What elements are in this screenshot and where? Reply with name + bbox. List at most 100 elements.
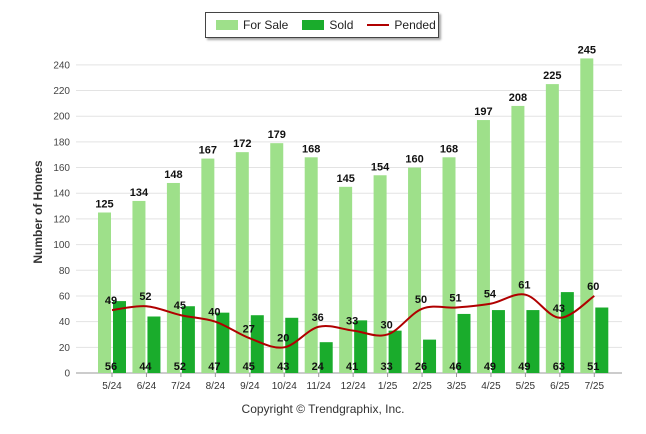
x-tick-label: 4/25 [481, 381, 501, 392]
legend-item-for-sale[interactable]: For Sale [216, 18, 288, 32]
label-sold: 63 [553, 361, 565, 373]
bar-for-sale [580, 58, 594, 374]
bar-sold [457, 313, 471, 373]
bar-sold [595, 307, 609, 373]
x-tick-label: 5/24 [102, 381, 122, 392]
pended-line [111, 293, 595, 349]
x-tick-label: 6/24 [137, 381, 157, 392]
label-for-sale: 179 [268, 129, 286, 141]
label-pended: 61 [518, 280, 530, 292]
legend-swatch-sold [302, 20, 325, 30]
label-sold: 49 [518, 361, 530, 373]
label-pended: 50 [415, 294, 427, 306]
y-axis-ticks: 0 20 40 60 80 100 120 140 160 180 200 220 240 [53, 60, 70, 379]
x-tick-label: 5/25 [516, 381, 536, 392]
bar-sold [147, 316, 161, 373]
y-axis-label: Number of Homes [31, 160, 45, 264]
y-tick-label: 200 [53, 112, 70, 123]
label-sold: 47 [208, 361, 220, 373]
x-tick-label: 7/25 [585, 381, 605, 392]
x-tick-label: 1/25 [378, 381, 398, 392]
y-tick-label: 180 [53, 137, 70, 148]
label-pended: 30 [380, 319, 392, 331]
label-for-sale: 145 [336, 173, 354, 185]
label-pended: 33 [346, 316, 358, 328]
label-sold: 46 [449, 361, 461, 373]
bar-for-sale [270, 143, 284, 373]
label-sold: 24 [312, 361, 325, 373]
label-sold: 33 [380, 361, 392, 373]
y-tick-label: 20 [59, 343, 71, 354]
x-tick-label: 8/24 [206, 381, 226, 392]
legend-label-pended: Pended [394, 18, 436, 32]
label-pended: 45 [174, 300, 186, 312]
pended-line-path [111, 293, 595, 349]
x-tick-label: 3/25 [447, 381, 467, 392]
legend-label-for-sale: For Sale [243, 18, 289, 32]
y-tick-label: 80 [59, 266, 71, 277]
label-pended: 40 [208, 307, 220, 319]
x-tick-label: 12/24 [341, 381, 366, 392]
bar-for-sale [545, 84, 559, 373]
label-for-sale: 168 [440, 143, 458, 155]
label-sold: 43 [277, 361, 289, 373]
label-pended: 36 [312, 312, 324, 324]
y-tick-label: 160 [53, 163, 70, 174]
x-axis-ticks: 5/24 6/24 7/24 8/24 9/24 10/24 11/24 12/24 1/25 2… [102, 373, 604, 392]
label-for-sale: 134 [130, 187, 149, 199]
legend-swatch-pended [367, 24, 390, 26]
label-pended: 60 [587, 281, 599, 293]
bar-sold [423, 339, 437, 373]
data-labels: 125 56 134 44 148 52 167 47 172 45 179 43 168 24 145 41… [95, 44, 599, 373]
label-sold: 56 [105, 361, 117, 373]
bar-for-sale [373, 175, 387, 373]
y-tick-label: 240 [53, 60, 70, 71]
y-tick-label: 120 [53, 214, 70, 225]
label-for-sale: 168 [302, 143, 320, 155]
label-for-sale: 148 [164, 169, 182, 181]
bar-sold [319, 342, 333, 373]
label-for-sale: 225 [543, 70, 561, 82]
label-sold: 51 [587, 361, 599, 373]
legend-label-sold: Sold [329, 18, 354, 32]
label-sold: 52 [174, 361, 186, 373]
bar-for-sale [476, 120, 490, 373]
label-pended: 51 [449, 293, 461, 305]
bar-for-sale [339, 186, 353, 373]
y-tick-label: 220 [53, 86, 70, 97]
bar-sold [388, 330, 402, 373]
label-pended: 52 [139, 291, 151, 303]
bar-for-sale [304, 157, 318, 373]
label-for-sale: 172 [233, 138, 251, 150]
bar-sold [526, 310, 540, 373]
label-for-sale: 208 [509, 92, 527, 104]
y-tick-label: 100 [53, 240, 70, 251]
bar-sold [113, 301, 126, 373]
x-tick-label: 7/24 [171, 381, 191, 392]
label-for-sale: 154 [371, 161, 390, 173]
bar-sold [181, 306, 195, 373]
label-for-sale: 197 [474, 106, 492, 118]
bar-for-sale [98, 212, 111, 373]
x-tick-label: 6/25 [550, 381, 570, 392]
x-tick-label: 11/24 [307, 381, 332, 392]
label-for-sale: 167 [199, 145, 217, 157]
bar-for-sale [408, 167, 422, 373]
label-sold: 41 [346, 361, 358, 373]
bar-for-sale [235, 152, 249, 373]
label-pended: 54 [484, 289, 497, 301]
bar-for-sale [132, 200, 146, 373]
legend-item-sold[interactable]: Sold [302, 18, 353, 32]
label-pended: 27 [243, 323, 255, 335]
bar-sold [285, 317, 299, 373]
bar-sold [216, 312, 230, 373]
bar-sold [491, 310, 505, 373]
legend-item-pended[interactable]: Pended [367, 18, 436, 32]
x-tick-label: 9/24 [240, 381, 260, 392]
y-tick-label: 60 [59, 291, 71, 302]
legend-swatch-for-sale [216, 20, 238, 30]
label-sold: 26 [415, 361, 427, 373]
label-pended: 49 [105, 295, 117, 307]
bar-for-sale [166, 182, 180, 373]
label-for-sale: 245 [578, 44, 596, 56]
